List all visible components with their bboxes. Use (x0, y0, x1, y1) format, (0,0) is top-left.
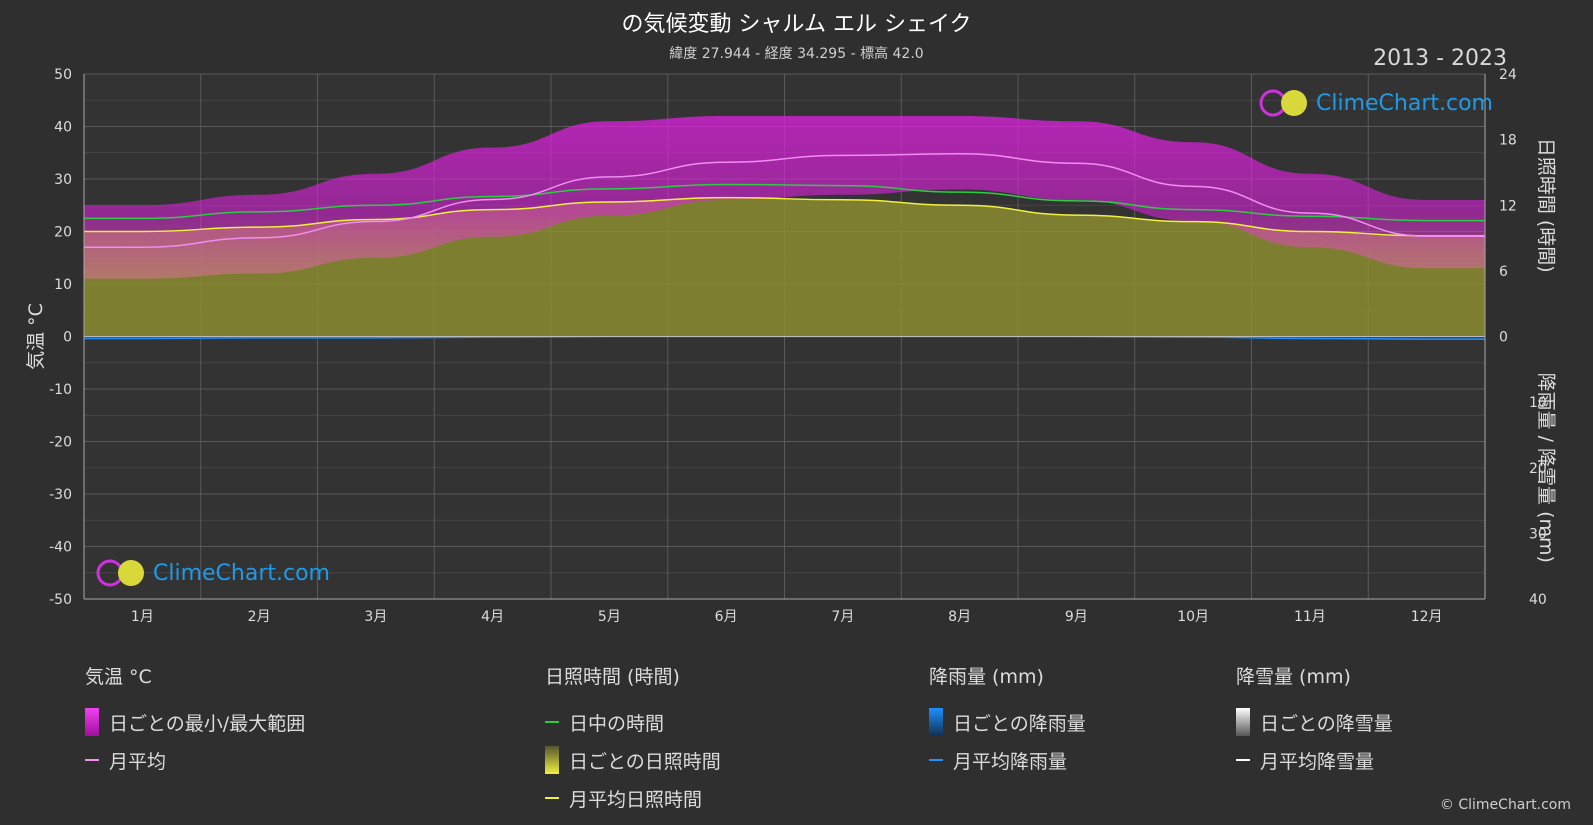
legend-label: 日ごとの降雪量 (1260, 712, 1393, 735)
y-tick-label-sun: 12 (1499, 198, 1517, 214)
y-tick-label-temp: 30 (54, 172, 72, 188)
legend-item: 日ごとの日照時間 (545, 741, 721, 779)
legend-snow: 降雪量 (mm) 日ごとの降雪量 月平均降雪量 (1236, 662, 1393, 779)
chart-title: の気候変動 シャルム エル シェイク (621, 12, 972, 37)
swatch-temp-avg (85, 759, 99, 761)
logo-bottom[interactable]: ClimeChart.com (95, 558, 330, 588)
rain-bar (86, 336, 199, 339)
legend-item: 日ごとの降雪量 (1236, 703, 1393, 741)
legend-sunshine: 日照時間 (時間) 日中の時間 日ごとの日照時間 月平均日照時間 (545, 662, 721, 817)
legend-item: 月平均降雨量 (929, 741, 1086, 779)
x-tick-label: 12月 (1411, 609, 1443, 625)
legend-title: 日照時間 (時間) (545, 666, 680, 688)
daylight-line (83, 183, 1485, 222)
x-tick-label: 7月 (831, 609, 854, 625)
x-tick-label: 11月 (1294, 609, 1326, 625)
x-tick-label: 9月 (1065, 609, 1088, 625)
y-tick-label-temp: 20 (54, 225, 72, 241)
swatch-snow-avg (1236, 759, 1250, 761)
x-tick-label: 8月 (948, 609, 971, 625)
legend-item: 月平均降雪量 (1236, 741, 1393, 779)
legend-title: 気温 °C (85, 666, 152, 688)
y-tick-label-temp: -10 (49, 382, 72, 398)
legend-title: 降雨量 (mm) (929, 666, 1044, 688)
x-tick-label: 1月 (131, 609, 154, 625)
x-tick-label: 4月 (481, 609, 504, 625)
climechart-logo-icon (96, 559, 144, 587)
legend-label: 日ごとの日照時間 (569, 750, 721, 773)
x-tick-label: 10月 (1177, 609, 1209, 625)
y-tick-label-temp: 50 (54, 67, 72, 83)
swatch-daylight (545, 721, 559, 723)
y-tick-label-temp: -40 (49, 540, 72, 556)
legend-temperature: 気温 °C 日ごとの最小/最大範囲 月平均 (85, 662, 305, 779)
y-tick-label-precip: 40 (1529, 592, 1547, 608)
climechart-logo-icon (1259, 89, 1307, 117)
swatch-temp-range (85, 708, 99, 736)
x-tick-label: 2月 (248, 609, 271, 625)
legend-title: 降雪量 (mm) (1236, 666, 1351, 688)
logo-text: ClimeChart.com (1316, 90, 1493, 116)
x-tick-label: 3月 (364, 609, 387, 625)
logo-text: ClimeChart.com (153, 560, 330, 586)
legend-label: 月平均降雪量 (1260, 750, 1375, 773)
legend-item: 日ごとの最小/最大範囲 (85, 703, 305, 741)
x-tick-label: 6月 (715, 609, 738, 625)
swatch-rain-avg (929, 759, 943, 761)
y-axis-title-sun: 日照時間 (時間) (1535, 138, 1557, 273)
axes: 50 40 30 20 10 0 -10 -20 -30 -40 -50 24 18 12 6 0 10 20 30… (25, 67, 1557, 625)
swatch-sunshine-avg (545, 797, 559, 799)
y-tick-label-sun: 6 (1499, 264, 1508, 280)
y-tick-label-temp: 10 (54, 277, 72, 293)
swatch-sunshine-daily (545, 746, 559, 774)
chart-subtitle: 緯度 27.944 - 経度 34.295 - 標高 42.0 (669, 46, 924, 62)
legend-item: 日中の時間 (545, 703, 721, 741)
copyright: © ClimeChart.com (1439, 797, 1571, 813)
y-tick-label-sun: 0 (1499, 330, 1508, 346)
y-tick-label-temp: -20 (49, 435, 72, 451)
y-axis-title-precip: 降雨量 / 降雪量 (mm) (1535, 373, 1557, 563)
swatch-snow-daily (1236, 708, 1250, 736)
rain-bar (1370, 336, 1483, 340)
y-tick-label-precip: 30 (1529, 526, 1547, 542)
y-tick-label-temp: -50 (49, 592, 72, 608)
rain-bar (1253, 336, 1367, 339)
x-tick-label: 5月 (598, 609, 621, 625)
data-lines (83, 153, 1485, 340)
y-tick-label-precip: 20 (1529, 461, 1547, 477)
legend-item: 日ごとの降雨量 (929, 703, 1086, 741)
legend-label: 日ごとの最小/最大範囲 (109, 712, 306, 735)
y-tick-label-precip: 10 (1529, 395, 1547, 411)
legend-item: 月平均 (85, 741, 305, 779)
y-tick-label-temp: 40 (54, 120, 72, 136)
temperature-avg-line (84, 153, 1485, 248)
year-range: 2013 - 2023 (1373, 46, 1507, 71)
temperature-range-band (84, 116, 1485, 279)
y-axis-title-temp: 気温 °C (25, 303, 47, 370)
y-tick-label-sun: 18 (1499, 133, 1517, 149)
y-tick-label-temp: 0 (63, 330, 72, 346)
logo-top[interactable]: ClimeChart.com (1258, 88, 1493, 118)
legend-label: 日ごとの降雨量 (953, 712, 1086, 735)
y-tick-label-sun: 24 (1499, 67, 1517, 83)
swatch-rain-daily (929, 708, 943, 736)
legend-label: 日中の時間 (569, 712, 665, 735)
legend-label: 月平均降雨量 (953, 750, 1068, 773)
y-tick-label-temp: -30 (49, 487, 72, 503)
legend-item: 月平均日照時間 (545, 779, 721, 817)
legend-rain: 降雨量 (mm) 日ごとの降雨量 月平均降雨量 (929, 662, 1086, 779)
sunshine-avg-line (84, 196, 1485, 237)
legend-label: 月平均 (109, 750, 167, 773)
legend-label: 月平均日照時間 (569, 788, 703, 811)
